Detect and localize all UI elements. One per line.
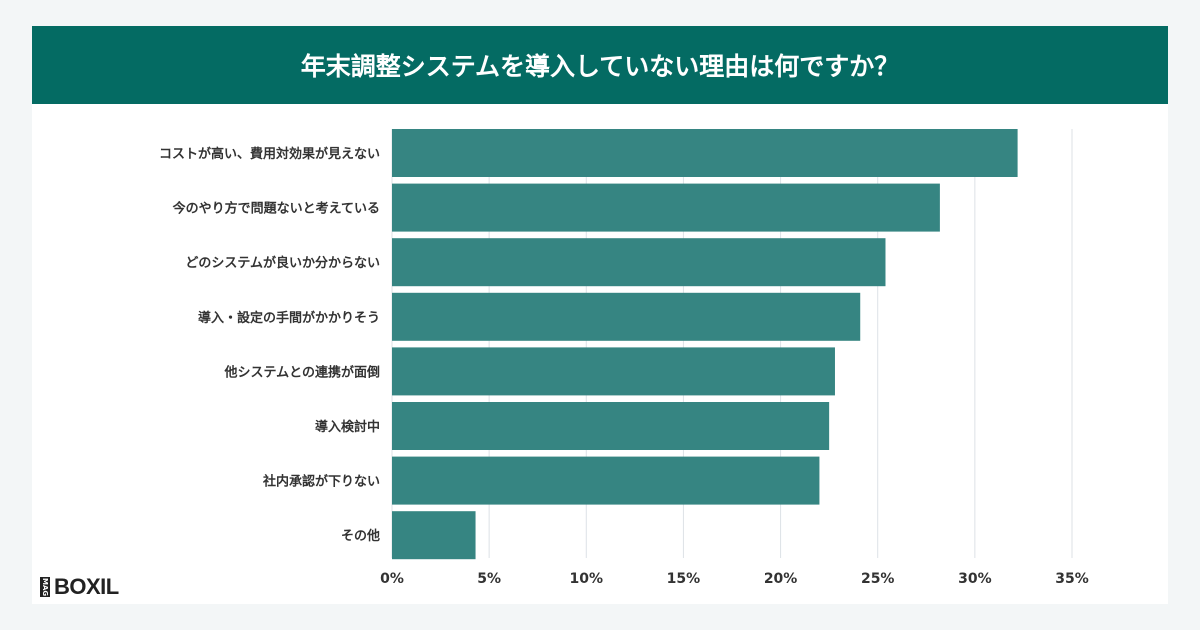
category-label: その他: [341, 528, 380, 544]
category-label: 導入・設定の手間がかかりそう: [198, 310, 380, 326]
x-tick-label: 35%: [1055, 571, 1089, 587]
x-tick-label: 25%: [861, 571, 895, 587]
bar: [392, 511, 476, 560]
x-tick-label: 20%: [764, 571, 798, 587]
bar: [392, 402, 830, 450]
bar: [392, 456, 820, 505]
logo-mag: MAG: [40, 576, 50, 598]
category-label: 社内承認が下りない: [262, 474, 380, 490]
bar: [392, 183, 940, 232]
boxil-logo: MAG BOXIL: [40, 574, 119, 600]
chart-title: 年末調整システムを導入していない理由は何ですか？: [32, 26, 1168, 104]
bar: [392, 347, 835, 396]
bar: [392, 292, 861, 341]
x-tick-label: 0%: [380, 571, 404, 587]
category-label: 導入検討中: [315, 419, 380, 435]
x-tick-label: 10%: [570, 571, 604, 587]
logo-text: BOXIL: [54, 574, 119, 599]
bar: [392, 238, 886, 287]
x-tick-label: 30%: [958, 571, 992, 587]
x-tick-label: 15%: [667, 571, 701, 587]
category-label: どのシステムが良いか分からない: [185, 255, 380, 271]
x-tick-label: 5%: [477, 571, 501, 587]
category-label: コストが高い、費用対効果が見えない: [159, 146, 380, 162]
category-label: 今のやり方で問題ないと考えている: [172, 201, 380, 217]
bar: [392, 129, 1018, 177]
category-label: 他システムとの連携が面倒: [224, 364, 380, 380]
